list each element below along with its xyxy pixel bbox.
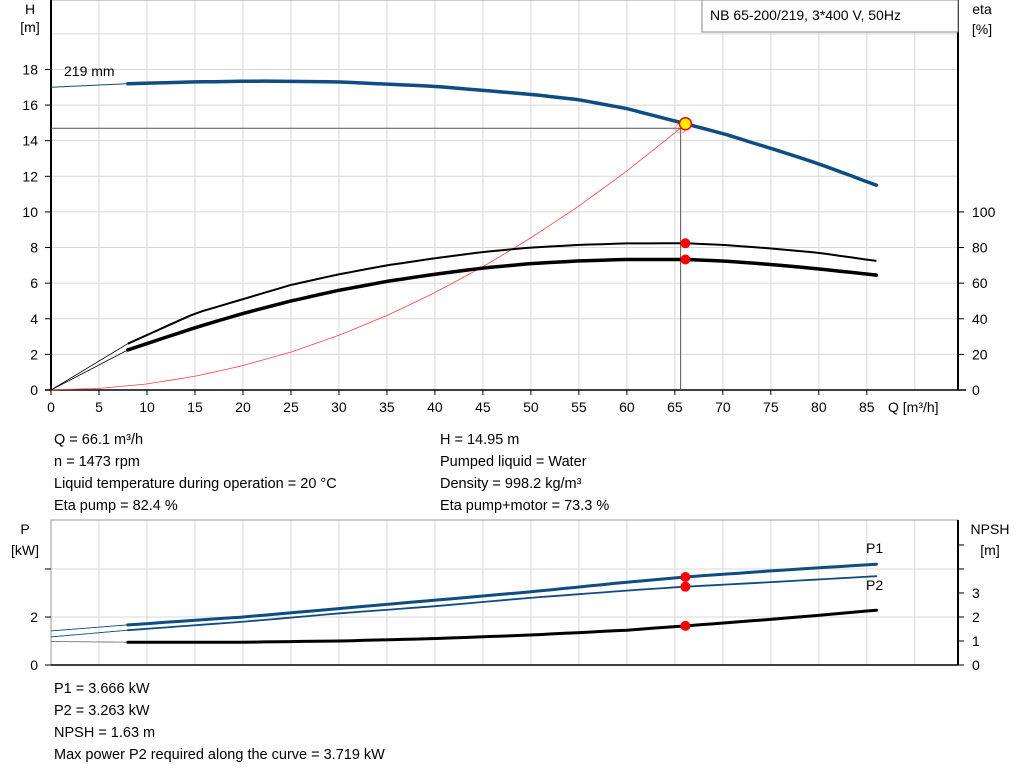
y-tick-label-npsh: 1 — [972, 633, 980, 649]
y-tick-label-left: 6 — [30, 275, 38, 291]
x-tick-label: 45 — [475, 399, 491, 415]
x-tick-label: 65 — [667, 399, 683, 415]
info-npsh: NPSH = 1.63 m — [54, 725, 156, 741]
system-curve — [50, 127, 681, 391]
y-tick-label-left: 16 — [22, 97, 38, 113]
x-tick-label: 40 — [427, 399, 443, 415]
y-tick-label-right: 40 — [972, 311, 988, 327]
y-tick-label-left: 12 — [22, 168, 38, 184]
y-tick-label-left: 14 — [22, 133, 38, 149]
npsh-curve-extension — [51, 641, 128, 643]
info-right: H = 14.95 m Pumped liquid = Water Densit… — [440, 429, 609, 517]
y-axis-unit-npsh: [m] — [980, 542, 999, 558]
y-tick-label-left: 10 — [22, 204, 38, 220]
y-tick-label-right: 0 — [972, 382, 980, 398]
x-tick-label: 15 — [187, 399, 203, 415]
chart-title: NB 65-200/219, 3*400 V, 50Hz — [710, 7, 901, 23]
impeller-diameter-label: 219 mm — [64, 63, 115, 79]
y-tick-label-power: 0 — [30, 657, 38, 673]
npsh-marker — [680, 620, 691, 631]
x-axis-label: Q [m³/h] — [888, 399, 939, 415]
x-tick-label: 80 — [811, 399, 827, 415]
info-liquid: Pumped liquid = Water — [440, 454, 587, 470]
y-tick-label-left: 0 — [30, 382, 38, 398]
y-tick-label-left: 18 — [22, 61, 38, 77]
p1-curve-extension — [50, 624, 128, 632]
info-density: Density = 998.2 kg/m³ — [440, 476, 582, 492]
y-tick-label-npsh: 3 — [972, 585, 980, 601]
y-tick-label-npsh: 2 — [972, 609, 980, 625]
eta-pump-motor-extension — [50, 349, 128, 391]
npsh-curve — [126, 608, 878, 644]
info-left: Q = 66.1 m³/h n = 1473 rpm Liquid temper… — [54, 429, 337, 517]
info-p2: P2 = 3.263 kW — [54, 703, 150, 719]
y-tick-label-left: 2 — [30, 346, 38, 362]
y-tick-label-right: 20 — [972, 346, 988, 362]
eta-pump-curve — [127, 242, 877, 345]
info-eta-pump-motor: Eta pump+motor = 73.3 % — [440, 498, 610, 514]
y-tick-label-left: 8 — [30, 240, 38, 256]
p2-label: P2 — [866, 577, 883, 593]
title-box — [701, 0, 959, 33]
x-tick-label: 55 — [571, 399, 587, 415]
y-axis-label-eta: eta — [972, 1, 992, 17]
operating-point-marker — [678, 117, 693, 131]
x-tick-label: 85 — [859, 399, 875, 415]
x-tick-label: 25 — [283, 399, 299, 415]
h-curve-extension — [50, 83, 128, 88]
y-axis-label-npsh: NPSH — [971, 521, 1010, 537]
y-axis-unit-h: [m] — [20, 19, 39, 35]
x-tick-label: 30 — [331, 399, 347, 415]
y-axis-label-h: H — [25, 1, 35, 17]
p1-label: P1 — [866, 540, 883, 556]
y-axis-label-power: P — [20, 521, 29, 537]
eta-pump-motor-marker — [680, 254, 691, 265]
y-tick-label-right: 80 — [972, 240, 988, 256]
x-tick-label: 50 — [523, 399, 539, 415]
info-max-power: Max power P2 required along the curve = … — [54, 747, 385, 763]
p2-marker — [680, 581, 691, 592]
eta-pump-marker — [680, 238, 691, 249]
info-p1: P1 = 3.666 kW — [54, 681, 150, 697]
y-tick-label-power: 2 — [30, 609, 38, 625]
info-speed: n = 1473 rpm — [54, 454, 140, 470]
p1-curve — [126, 562, 878, 627]
p2-curve-extension — [50, 629, 128, 638]
x-tick-label: 75 — [763, 399, 779, 415]
x-tick-label: 60 — [619, 399, 635, 415]
x-tick-label: 20 — [235, 399, 251, 415]
p2-curve — [126, 575, 878, 632]
info-eta-pump: Eta pump = 82.4 % — [54, 498, 178, 514]
eta-pump-motor-curve — [126, 257, 879, 352]
info-bottom: P1 = 3.666 kW P2 = 3.263 kW NPSH = 1.63 … — [54, 678, 385, 766]
info-q: Q = 66.1 m³/h — [54, 432, 144, 448]
info-h: H = 14.95 m — [440, 432, 520, 448]
y-tick-label-right: 100 — [972, 204, 996, 220]
x-tick-label: 70 — [715, 399, 731, 415]
x-tick-label: 35 — [379, 399, 395, 415]
info-temperature: Liquid temperature during operation = 20… — [54, 476, 337, 492]
x-tick-label: 5 — [95, 399, 103, 415]
y-axis-unit-power: [kW] — [11, 542, 39, 558]
y-axis-unit-eta: [%] — [972, 21, 992, 37]
y-tick-label-right: 60 — [972, 275, 988, 291]
x-tick-label: 10 — [139, 399, 155, 415]
x-tick-label: 0 — [47, 399, 55, 415]
p1-marker — [680, 571, 691, 582]
y-tick-label-left: 4 — [30, 311, 38, 327]
y-tick-label-npsh: 0 — [972, 657, 980, 673]
eta-pump-extension — [50, 343, 129, 391]
h-curve — [126, 79, 879, 187]
